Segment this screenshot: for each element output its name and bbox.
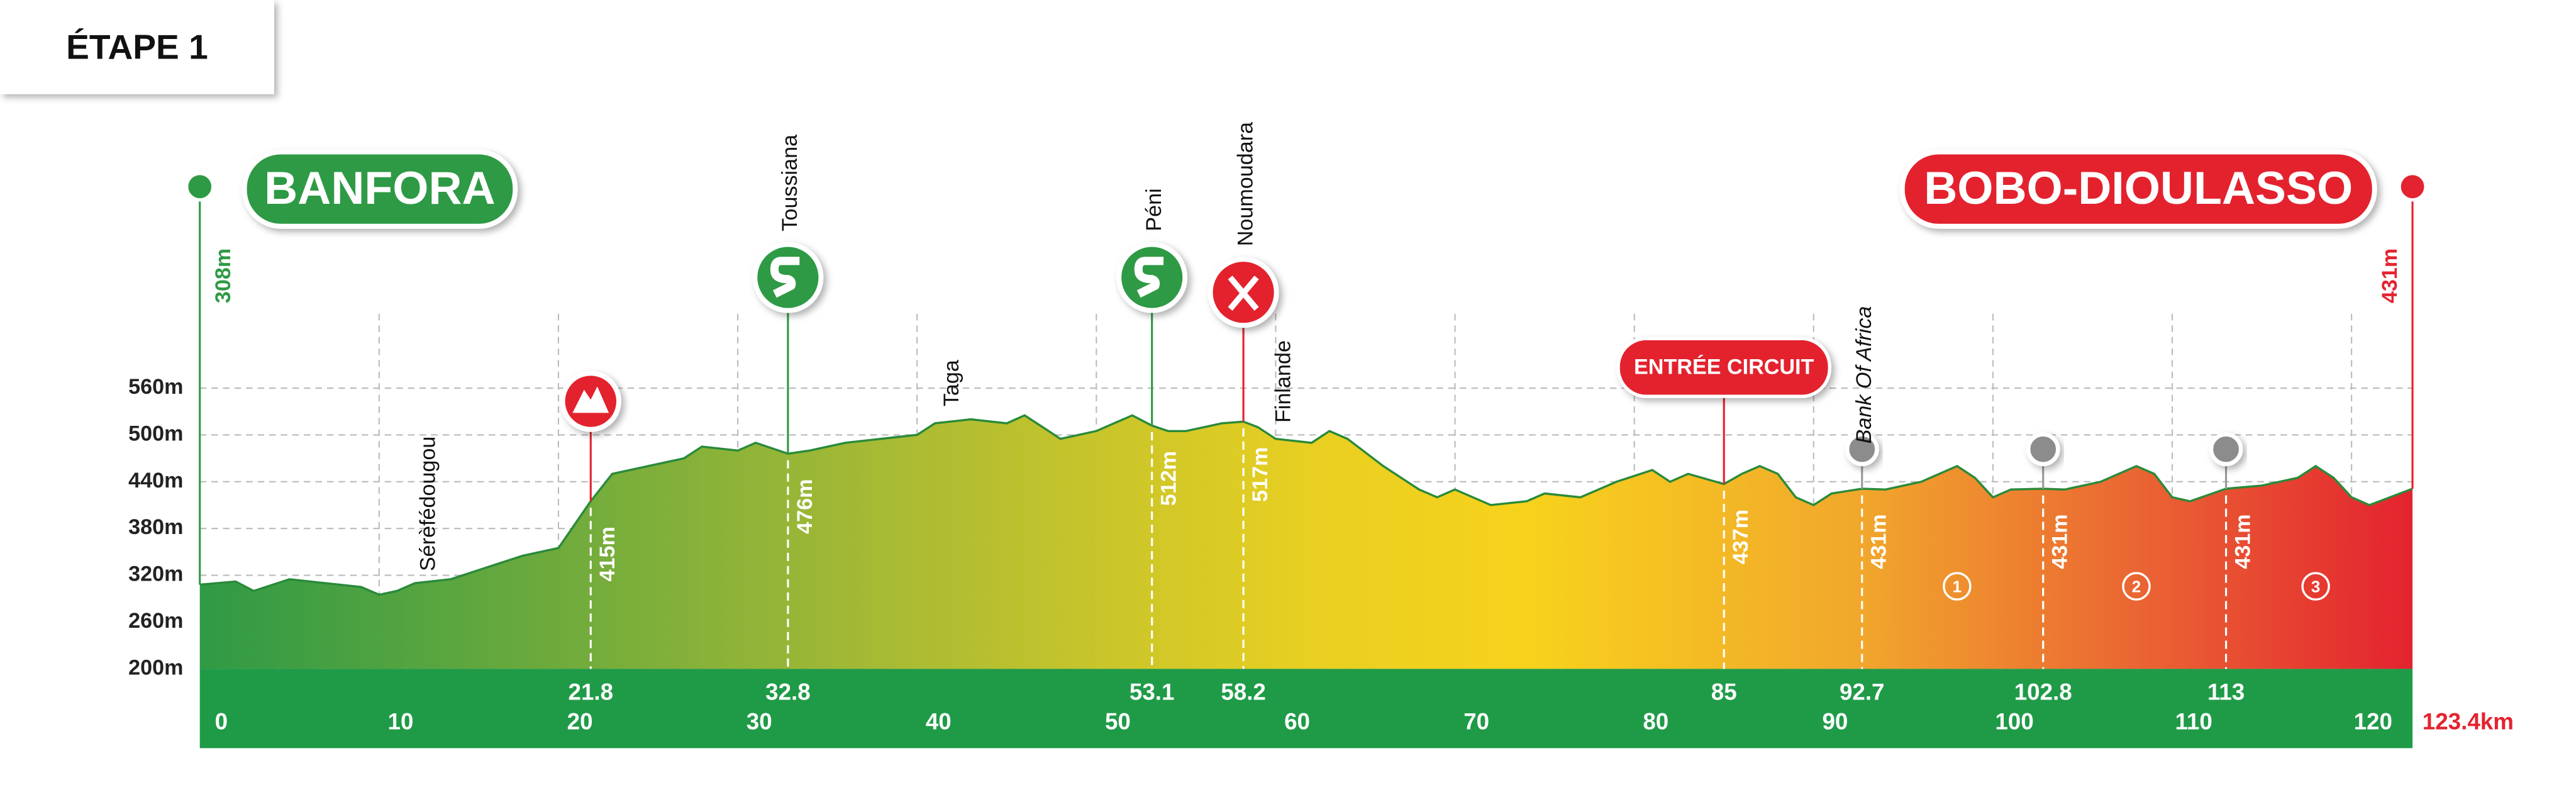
elevation-area bbox=[199, 415, 2413, 669]
place-label: Sérèfédougou bbox=[416, 437, 440, 571]
elevation-label: 437m bbox=[1729, 510, 1753, 564]
marker-dot bbox=[2397, 172, 2428, 202]
place-label: Péni bbox=[1142, 188, 1166, 231]
elevation-label: 308m bbox=[211, 248, 235, 303]
x-tick-label: 100 bbox=[1995, 709, 2033, 735]
elevation-label: 431m bbox=[2231, 514, 2255, 569]
y-tick-label: 320m bbox=[128, 562, 183, 586]
y-tick-label: 260m bbox=[128, 609, 183, 633]
city-name: BANFORA bbox=[264, 162, 495, 214]
x-tick-label: 20 bbox=[567, 709, 593, 735]
x-tick-label: 110 bbox=[2175, 709, 2212, 735]
plot: 560m 500m 440m 380m 320m 260m 200m 0 10 20 30 40 50 6… bbox=[128, 122, 2514, 749]
place-label: Noumoudara bbox=[1233, 122, 1257, 246]
icon-glyph bbox=[572, 386, 609, 413]
km-label: 113 bbox=[2207, 679, 2245, 705]
lap-number: 2 bbox=[2132, 577, 2141, 596]
chart-title: ÉTAPE 1 bbox=[66, 27, 208, 66]
city-pill bbox=[242, 149, 518, 229]
km-label: 85 bbox=[1711, 679, 1737, 705]
y-tick-label: 440m bbox=[128, 469, 183, 493]
x-tick-label: 40 bbox=[926, 709, 952, 735]
km-label: 21.8 bbox=[569, 679, 614, 705]
marker-dot bbox=[185, 172, 215, 202]
x-tick-label: 0 bbox=[215, 709, 228, 735]
title-box bbox=[0, 0, 274, 94]
place-label: ENTRÉE CIRCUIT bbox=[1634, 355, 1814, 379]
x-tick-label: 50 bbox=[1105, 709, 1131, 735]
lap-circle bbox=[1943, 572, 1972, 601]
place-label: Taga bbox=[940, 360, 963, 406]
y-tick-label: 500m bbox=[128, 421, 183, 445]
elevation-label: 476m bbox=[793, 479, 817, 534]
y-tick-label: 560m bbox=[128, 375, 183, 399]
y-tick-label: 200m bbox=[128, 655, 183, 679]
city-name: BOBO-DIOULASSO bbox=[1924, 162, 2353, 214]
elevation-label: 431m bbox=[1867, 514, 1891, 569]
x-tick-label: 123.4km bbox=[2423, 709, 2514, 735]
km-band bbox=[199, 669, 2413, 749]
icon-glyph bbox=[1228, 276, 1259, 311]
x-tick-label: 80 bbox=[1643, 709, 1668, 735]
km-label: 102.8 bbox=[2014, 679, 2072, 705]
elevation-label: 517m bbox=[1248, 447, 1272, 502]
lap-marker bbox=[2209, 432, 2243, 467]
lap-circle bbox=[2301, 572, 2330, 601]
km-label: 92.7 bbox=[1840, 679, 1885, 705]
elevation-line bbox=[199, 414, 2413, 596]
lap-number: 1 bbox=[1953, 577, 1962, 596]
city-pill bbox=[1899, 149, 2377, 229]
place-label: Bank Of Africa bbox=[1852, 306, 1876, 444]
icon-glyph bbox=[770, 257, 800, 298]
x-tick-label: 70 bbox=[1463, 709, 1489, 735]
x-tick-label: 90 bbox=[1822, 709, 1848, 735]
lap-marker bbox=[1845, 432, 1879, 467]
place-label: Finlande bbox=[1272, 340, 1296, 423]
lap-circle bbox=[2122, 572, 2151, 601]
x-tick-label: 120 bbox=[2354, 709, 2392, 735]
elevation-label: 431m bbox=[2048, 514, 2072, 569]
x-tick-label: 30 bbox=[747, 709, 772, 735]
place-label: Toussiana bbox=[778, 135, 802, 231]
x-tick-label: 60 bbox=[1284, 709, 1310, 735]
km-label: 58.2 bbox=[1221, 679, 1266, 705]
elevation-label: 415m bbox=[596, 526, 619, 581]
elevation-label: 431m bbox=[2378, 248, 2402, 303]
lap-marker bbox=[2026, 432, 2060, 467]
km-label: 32.8 bbox=[765, 679, 811, 705]
circuit-pill bbox=[1616, 337, 1831, 398]
icon-glyph bbox=[1134, 257, 1164, 298]
y-tick-label: 380m bbox=[128, 515, 183, 539]
elevation-label: 512m bbox=[1157, 451, 1181, 506]
km-label: 53.1 bbox=[1130, 679, 1175, 705]
x-tick-label: 10 bbox=[388, 709, 414, 735]
lap-number: 3 bbox=[2311, 577, 2321, 596]
